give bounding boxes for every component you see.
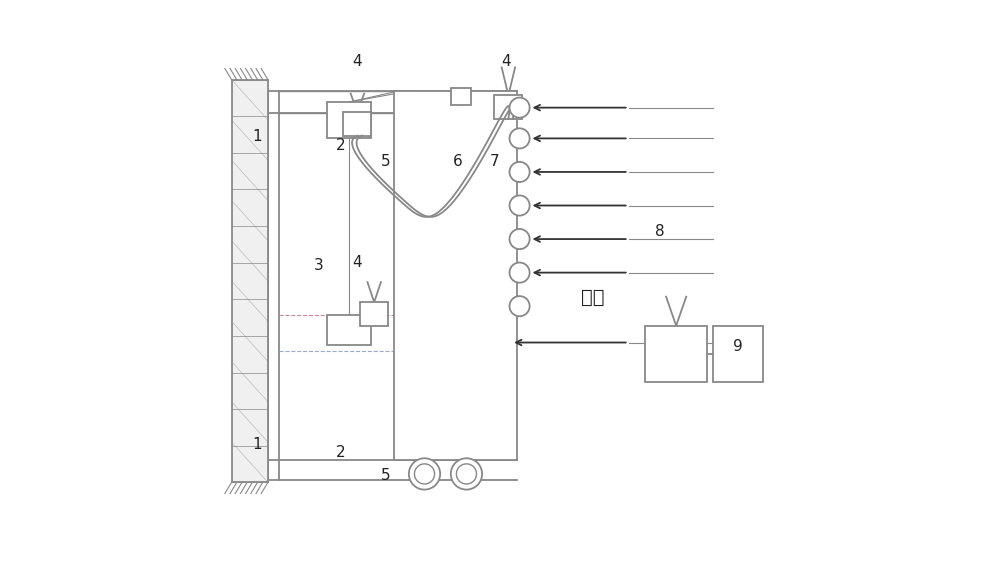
- Text: 4: 4: [353, 54, 362, 69]
- Text: 9: 9: [733, 339, 743, 354]
- FancyBboxPatch shape: [327, 315, 371, 345]
- Circle shape: [456, 464, 477, 484]
- Text: 6: 6: [453, 155, 463, 169]
- Text: 风载: 风载: [581, 288, 604, 307]
- FancyBboxPatch shape: [494, 96, 522, 119]
- FancyBboxPatch shape: [360, 302, 388, 326]
- Text: 1: 1: [252, 129, 262, 144]
- Circle shape: [409, 458, 440, 490]
- FancyBboxPatch shape: [343, 112, 371, 135]
- Text: 5: 5: [381, 155, 390, 169]
- FancyBboxPatch shape: [645, 326, 707, 382]
- FancyBboxPatch shape: [394, 91, 517, 460]
- Circle shape: [510, 98, 530, 117]
- Text: 5: 5: [381, 468, 390, 483]
- Text: 8: 8: [655, 224, 664, 239]
- Text: 4: 4: [501, 54, 510, 69]
- FancyBboxPatch shape: [327, 102, 371, 138]
- Circle shape: [414, 464, 435, 484]
- Text: 1: 1: [252, 437, 262, 452]
- FancyBboxPatch shape: [713, 326, 763, 382]
- Text: 3: 3: [313, 258, 323, 273]
- Circle shape: [510, 229, 530, 249]
- Circle shape: [451, 458, 482, 490]
- Text: 7: 7: [490, 155, 499, 169]
- FancyBboxPatch shape: [232, 80, 268, 482]
- Text: 2: 2: [336, 445, 345, 460]
- Circle shape: [510, 128, 530, 148]
- Text: 2: 2: [336, 138, 345, 152]
- Text: 4: 4: [353, 255, 362, 270]
- Circle shape: [510, 162, 530, 182]
- Circle shape: [510, 296, 530, 316]
- Circle shape: [510, 262, 530, 283]
- FancyBboxPatch shape: [451, 88, 471, 105]
- Circle shape: [510, 196, 530, 216]
